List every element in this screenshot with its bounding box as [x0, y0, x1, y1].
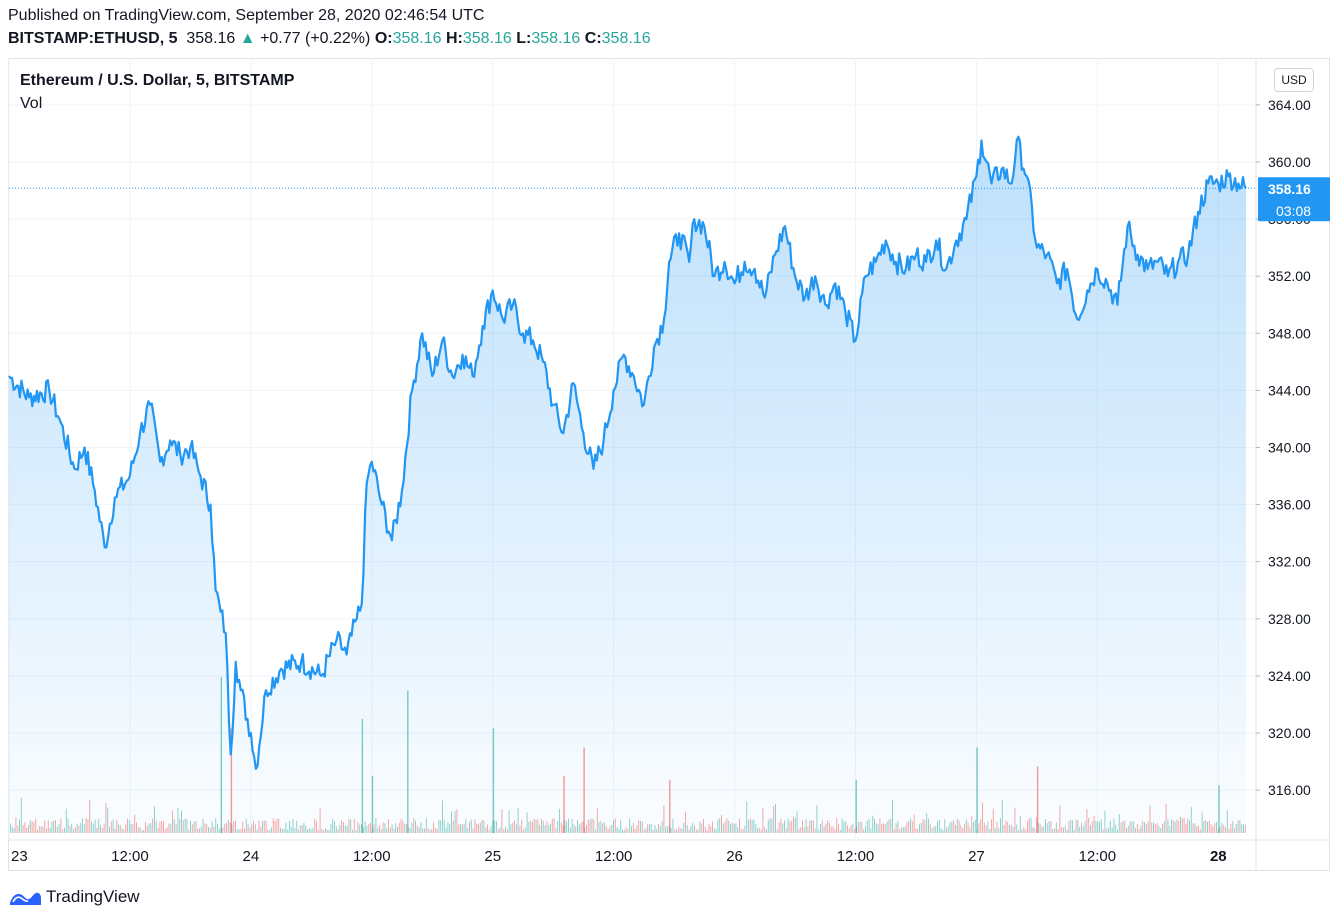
price-tick-label: 364.00	[1268, 97, 1311, 113]
last-price: 358.16	[186, 30, 236, 47]
price-tick-label: 324.00	[1268, 668, 1311, 684]
currency-scale-button[interactable]: USD	[1274, 68, 1314, 92]
price-tick-label: 360.00	[1268, 154, 1311, 170]
price-tick-label: 340.00	[1268, 440, 1311, 456]
tradingview-logo-icon	[10, 892, 41, 905]
chart-legend-title[interactable]: Ethereum / U.S. Dollar, 5, BITSTAMP	[20, 72, 295, 89]
tradingview-brand[interactable]: TradingView	[8, 884, 140, 910]
time-tick-label: 12:00	[837, 848, 875, 865]
time-tick-label: 12:00	[595, 848, 633, 865]
price-tick-label: 336.00	[1268, 497, 1311, 513]
time-axis: 23 12:00 24 12:00 25 12:00 26 12:00 27 12:00 28	[11, 848, 1227, 865]
symbol-info-bar: BITSTAMP:ETHUSD, 5 358.16 ▲ +0.77 (+0.22…	[8, 30, 651, 48]
price-area-fill	[9, 136, 1246, 834]
symbol-name[interactable]: BITSTAMP:ETHUSD, 5	[8, 30, 178, 47]
published-caption: Published on TradingView.com, September …	[8, 7, 485, 24]
price-tick-label: 316.00	[1268, 782, 1311, 798]
high-value: 358.16	[462, 30, 512, 47]
time-tick-label: 12:00	[111, 848, 149, 865]
price-tick-label: 328.00	[1268, 611, 1311, 627]
price-line	[8, 135, 1247, 770]
time-tick-label: 24	[243, 848, 260, 865]
time-tick-label: 25	[484, 848, 501, 865]
price-area	[8, 135, 1247, 834]
open-value: 358.16	[392, 30, 442, 47]
price-tick-label: 332.00	[1268, 554, 1311, 570]
price-change: +0.77 (+0.22%)	[260, 30, 371, 47]
high-label: H:	[445, 30, 463, 47]
volume-legend[interactable]: Vol	[20, 95, 43, 112]
brand-name: TradingView	[46, 887, 140, 906]
low-value: 358.16	[531, 30, 581, 47]
price-tick-label: 320.00	[1268, 725, 1311, 741]
time-tick-label: 27	[968, 848, 985, 865]
time-tick-label: 12:00	[353, 848, 391, 865]
close-label: C:	[584, 30, 602, 47]
last-price-tag	[1258, 177, 1330, 222]
up-arrow-icon: ▲	[239, 30, 256, 47]
time-tick-label: 28	[1210, 848, 1227, 865]
price-tick-label: 348.00	[1268, 325, 1311, 341]
time-tick-label: 26	[726, 848, 743, 865]
open-label: O:	[374, 30, 393, 47]
time-tick-label: 23	[11, 848, 28, 865]
price-tick-label: 344.00	[1268, 382, 1311, 398]
last-price-marker: 358.16 03:08	[9, 177, 1330, 222]
last-price-tag-label: 358.16	[1268, 181, 1311, 197]
price-tick-label: 352.00	[1268, 268, 1311, 284]
time-tick-label: 12:00	[1079, 848, 1117, 865]
low-label: L:	[516, 30, 532, 47]
close-value: 358.16	[601, 30, 651, 47]
bar-countdown-label: 03:08	[1276, 203, 1311, 219]
